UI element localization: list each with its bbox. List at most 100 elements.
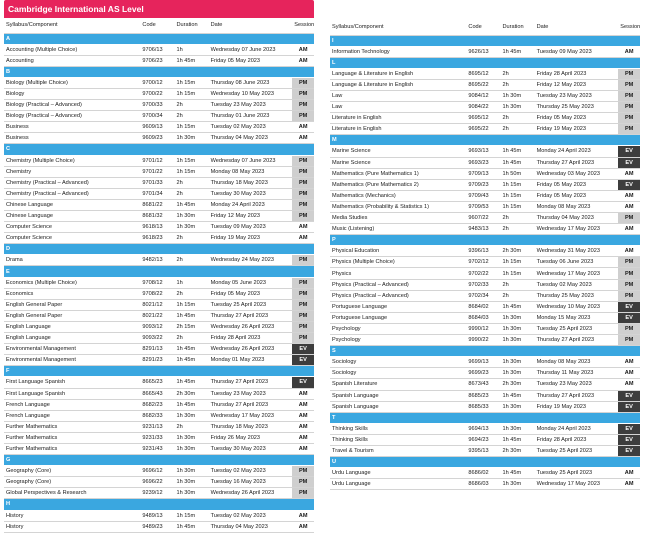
timetable-right: Syllabus/Component Code Duration Date Se…	[330, 20, 640, 491]
syllabus-cell: Law	[330, 101, 467, 114]
header-code: Code	[140, 18, 175, 34]
letter-group-row: T	[330, 412, 640, 424]
session-cell: PM	[618, 212, 640, 225]
syllabus-cell: Chemistry	[4, 166, 141, 178]
header-session: Session	[618, 20, 640, 36]
duration-cell: 1h	[174, 277, 209, 289]
date-cell: Wednesday 31 May 2023	[534, 245, 619, 258]
date-cell: Tuesday 02 May 2023	[534, 279, 619, 291]
letter-heading: I	[330, 35, 640, 47]
syllabus-cell: Physics (Practical – Advanced)	[330, 279, 467, 291]
session-cell: AM	[618, 168, 640, 180]
date-cell: Tuesday 25 April 2023	[534, 445, 619, 458]
code-cell: 9396/13	[466, 245, 501, 258]
session-cell: PM	[618, 90, 640, 103]
duration-cell: 1h 50m	[500, 168, 535, 180]
syllabus-cell: Sociology	[330, 356, 467, 369]
syllabus-cell: Computer Science	[4, 221, 141, 234]
duration-cell: 2h 30m	[500, 245, 535, 258]
table-row: Thinking Skills 9694/23 1h 45m Friday 28 Ap…	[330, 434, 640, 446]
table-row: Chemistry 9701/22 1h 15m Monday 08 May 2023…	[4, 166, 314, 178]
session-cell: AM	[292, 521, 314, 533]
date-cell: Wednesday 26 April 2023	[208, 321, 293, 334]
header-session: Session	[292, 18, 314, 34]
code-cell: 9701/22	[140, 166, 175, 178]
table-row: Urdu Language 8686/03 1h 30m Wednesday 17 M…	[330, 478, 640, 491]
table-row: Biology (Practical – Advanced) 9700/33 2h T…	[4, 99, 314, 112]
date-cell: Tuesday 30 May 2023	[208, 443, 293, 456]
code-cell: 9694/13	[466, 423, 501, 435]
syllabus-cell: Spanish Literature	[330, 378, 467, 391]
session-cell: PM	[292, 99, 314, 112]
code-cell: 8291/13	[140, 343, 175, 356]
code-cell: 9702/12	[466, 256, 501, 269]
syllabus-cell: Spanish Language	[330, 390, 467, 402]
duration-cell: 1h 45m	[500, 390, 535, 402]
duration-cell: 1h 45m	[174, 399, 209, 411]
date-cell: Friday 12 May 2023	[534, 79, 619, 91]
duration-cell: 1h 30m	[174, 132, 209, 145]
table-row: Chemistry (Multiple Choice) 9701/12 1h 15m…	[4, 155, 314, 167]
syllabus-cell: Further Mathematics	[4, 443, 141, 456]
date-cell: Thursday 27 April 2023	[208, 310, 293, 322]
session-cell: AM	[618, 367, 640, 380]
code-cell: 9231/13	[140, 421, 175, 433]
session-cell: EV	[618, 423, 640, 435]
date-cell: Thursday 04 May 2023	[534, 212, 619, 225]
syllabus-cell: Language & Literature in English	[330, 68, 467, 80]
session-cell: PM	[292, 310, 314, 322]
letter-group-row: H	[4, 498, 314, 511]
duration-cell: 1h 30m	[174, 476, 209, 489]
code-cell: 9696/22	[140, 476, 175, 489]
duration-cell: 2h	[174, 332, 209, 345]
session-cell: AM	[292, 399, 314, 411]
syllabus-cell: Psychology	[330, 323, 467, 336]
session-cell: PM	[292, 88, 314, 101]
date-cell: Tuesday 25 April 2023	[534, 467, 619, 480]
syllabus-cell: Economics	[4, 288, 141, 300]
session-cell: EV	[618, 301, 640, 313]
code-cell: 9607/22	[466, 212, 501, 225]
session-cell: PM	[618, 112, 640, 125]
duration-cell: 1h 15m	[500, 201, 535, 214]
code-cell: 9693/13	[466, 145, 501, 158]
date-cell: Friday 05 May 2023	[208, 288, 293, 300]
date-cell: Wednesday 07 June 2023	[208, 44, 293, 56]
syllabus-cell: Chemistry (Practical – Advanced)	[4, 188, 141, 200]
duration-cell: 1h 30m	[500, 323, 535, 336]
table-row: First Language Spanish 8665/43 2h 30m Tuesd…	[4, 388, 314, 400]
session-cell: PM	[292, 465, 314, 478]
table-row: Further Mathematics 9231/33 1h 30m Friday 2…	[4, 432, 314, 444]
code-cell: 8682/33	[140, 410, 175, 422]
syllabus-cell: English General Paper	[4, 299, 141, 311]
table-row: Global Perspectives & Research 9239/12 1h …	[4, 487, 314, 500]
syllabus-cell: Physics (Multiple Choice)	[330, 256, 467, 269]
letter-heading: T	[330, 412, 640, 424]
code-cell: 9701/12	[140, 155, 175, 167]
syllabus-cell: Marine Science	[330, 145, 467, 158]
session-cell: PM	[292, 166, 314, 178]
header-date: Date	[534, 20, 619, 36]
duration-cell: 2h 30m	[174, 388, 209, 400]
syllabus-cell: First Language Spanish	[4, 388, 141, 400]
code-cell: 9701/33	[140, 177, 175, 189]
syllabus-cell: Literature in English	[330, 112, 467, 125]
date-cell: Monday 08 May 2023	[208, 166, 293, 178]
date-cell: Thursday 08 June 2023	[208, 77, 293, 89]
table-row: Geography (Core) 9696/22 1h 30m Tuesday 16 …	[4, 476, 314, 489]
duration-cell: 1h 45m	[174, 521, 209, 533]
date-cell: Thursday 27 April 2023	[208, 376, 293, 389]
syllabus-cell: Marine Science	[330, 157, 467, 169]
letter-heading: U	[330, 456, 640, 469]
date-cell: Wednesday 10 May 2023	[534, 301, 619, 313]
table-row: Chinese Language 8681/32 1h 30m Friday 12 M…	[4, 210, 314, 223]
code-cell: 9093/12	[140, 321, 175, 334]
syllabus-cell: Law	[330, 90, 467, 103]
syllabus-cell: Global Perspectives & Research	[4, 487, 141, 500]
duration-cell: 2h	[174, 421, 209, 433]
duration-cell: 1h 30m	[174, 210, 209, 223]
syllabus-cell: Urdu Language	[330, 467, 467, 480]
table-row: Physical Education 9396/13 2h 30m Wednesday…	[330, 245, 640, 258]
session-cell: EV	[618, 434, 640, 446]
code-cell: 9990/22	[466, 334, 501, 347]
